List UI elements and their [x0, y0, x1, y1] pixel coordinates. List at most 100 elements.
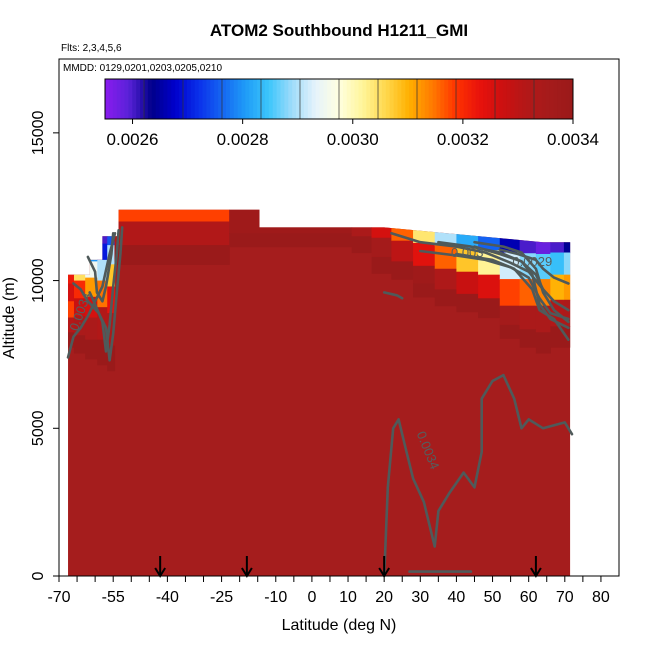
y-axis-label: Altitude (m)	[1, 277, 18, 359]
colorbar-swatch	[459, 79, 465, 119]
x-tick-label: 0	[307, 589, 316, 606]
colorbar-swatch	[475, 79, 480, 119]
colorbar-swatch	[362, 79, 367, 119]
heatmap-cell	[519, 329, 537, 348]
colorbar-swatch	[253, 79, 258, 119]
colorbar-swatch	[124, 79, 129, 119]
chart-title: ATOM2 Southbound H1211_GMI	[210, 21, 468, 40]
x-tick-label: 30	[411, 589, 429, 606]
colorbar-swatch	[171, 79, 176, 119]
x-tick-label: 40	[448, 589, 466, 606]
colorbar-swatch	[112, 79, 118, 119]
contour-line	[66, 232, 117, 359]
colorbar-swatch	[467, 79, 473, 119]
colorbar-swatch	[105, 79, 110, 119]
colorbar-swatch	[194, 79, 200, 119]
heatmap-cell	[68, 317, 75, 333]
heatmap-cell	[73, 298, 86, 317]
heatmap-cell	[85, 317, 98, 341]
colorbar-swatch	[136, 79, 141, 119]
colorbar-swatch	[471, 79, 476, 119]
plot-frame	[58, 58, 620, 577]
colorbar-swatch	[444, 79, 449, 119]
colorbar-swatch	[483, 79, 488, 119]
colorbar-swatch	[510, 79, 515, 119]
colorbar-swatch	[393, 79, 398, 119]
x-tick-label: -70	[47, 589, 70, 606]
x-tick-label: -40	[156, 589, 179, 606]
contour-label: 0.003	[451, 245, 484, 260]
colorbar-swatch	[206, 79, 211, 119]
heatmap-cell	[85, 339, 98, 360]
contour-line	[72, 226, 124, 362]
colorbar-swatch	[463, 79, 469, 119]
colorbar-swatch	[397, 79, 402, 119]
colorbar-swatch	[186, 79, 192, 119]
contour-line	[473, 245, 545, 291]
contour-line	[382, 373, 574, 578]
colorbar-swatch	[420, 79, 426, 119]
colorbar-swatch	[401, 79, 406, 119]
x-tick-label: 50	[484, 589, 502, 606]
colorbar-swatch	[222, 79, 227, 119]
heatmap-cell	[97, 259, 108, 282]
heatmap-cell	[73, 316, 86, 336]
heatmap-cell	[97, 280, 108, 308]
colorbar-swatch	[183, 79, 188, 119]
colorbar-swatch	[198, 79, 203, 119]
x-tick-label: 80	[592, 589, 610, 606]
colorbar-swatch	[159, 79, 164, 119]
colorbar-swatch	[409, 79, 414, 119]
colorbar-swatch	[370, 79, 375, 119]
colorbar-swatch	[335, 79, 340, 119]
colorbar-swatch	[315, 79, 320, 119]
colorbar-swatch	[342, 79, 348, 119]
colorbar-swatch	[479, 79, 484, 119]
colorbar-swatch	[518, 79, 523, 119]
colorbar-swatch	[319, 79, 324, 119]
heatmap-cell	[434, 289, 458, 307]
colorbar-swatch	[537, 79, 543, 119]
colorbar-swatch	[147, 79, 153, 119]
heatmap-cell	[351, 236, 373, 254]
contour-line	[86, 232, 115, 303]
colorbar-swatch	[413, 79, 418, 119]
colorbar-swatch	[233, 79, 239, 119]
colorbar-swatch	[534, 79, 539, 119]
heatmap-cell	[68, 283, 75, 302]
colorbar-swatch	[175, 79, 180, 119]
colorbar-swatch	[268, 79, 274, 119]
colorbar-swatch	[350, 79, 356, 119]
heatmap-cell	[391, 261, 414, 280]
colorbar-swatch	[491, 79, 496, 119]
colorbar-swatch	[132, 79, 137, 119]
heatmap-cell	[97, 243, 108, 261]
colorbar-swatch	[163, 79, 168, 119]
heatmap-cell	[478, 298, 501, 319]
y-tick-label: 10000	[30, 258, 47, 303]
heatmap-cell	[456, 271, 479, 295]
y-tick-label: 15000	[30, 111, 47, 156]
colorbar-swatch	[307, 79, 313, 119]
colorbar-swatch	[210, 79, 215, 119]
heatmap-cell	[85, 277, 98, 298]
colorbar-swatch	[385, 79, 391, 119]
heatmap-cell	[434, 245, 458, 270]
colorbar-swatch	[432, 79, 437, 119]
colorbar-swatch	[190, 79, 196, 119]
colorbar-swatch	[514, 79, 519, 119]
colorbar-swatch	[327, 79, 332, 119]
colorbar-swatch	[179, 79, 184, 119]
colorbar-swatch	[292, 79, 297, 119]
colorbar-swatch	[405, 79, 410, 119]
heatmap-cell	[478, 274, 501, 299]
colorbar-swatch	[257, 79, 262, 119]
colorbar-swatch	[366, 79, 371, 119]
contour-label: 0.0029	[512, 254, 552, 269]
colorbar-tick-label: 0.0028	[217, 130, 269, 149]
y-tick-label: 0	[30, 571, 47, 580]
colorbar-swatch	[545, 79, 551, 119]
heatmap-cell	[563, 299, 571, 327]
heatmap-cell	[371, 237, 392, 258]
heatmap-cell	[535, 332, 551, 354]
